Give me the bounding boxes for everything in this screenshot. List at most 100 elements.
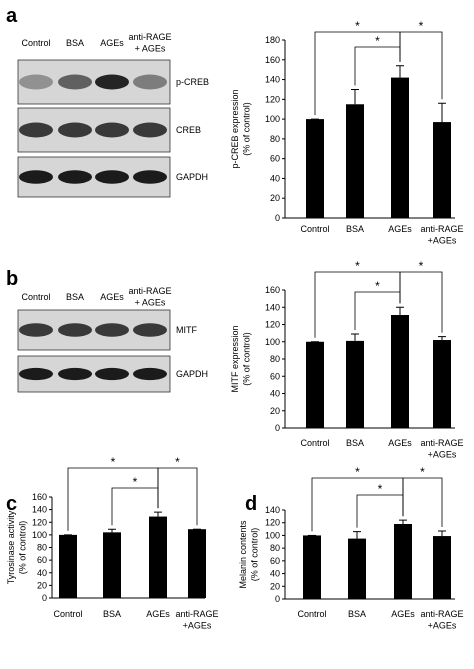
significance-bracket: [399, 31, 443, 100]
blot-image: [17, 59, 171, 105]
y-tick-label: 120: [265, 518, 280, 528]
y-axis-title-group: Tyrosinase activity(% of control): [6, 510, 27, 584]
bar: [394, 523, 412, 599]
error-bar: [396, 306, 404, 316]
blot-band: [58, 74, 92, 90]
x-tick-label: Control: [297, 609, 326, 619]
significance-label: *: [111, 455, 116, 469]
y-tick-label: 80: [270, 354, 280, 364]
y-tick-label: 60: [270, 154, 280, 164]
blot-band: [95, 122, 129, 138]
y-axis-title: Melanin contents(% of control): [238, 520, 259, 589]
x-tick-label: BSA: [348, 609, 366, 619]
lane-label: anti-RAGE + AGEs: [128, 32, 171, 53]
y-tick-label: 140: [265, 302, 280, 312]
significance-bracket: [314, 271, 401, 338]
y-tick-label: 160: [265, 55, 280, 65]
error-bar: [396, 65, 404, 78]
significance-bracket: [67, 467, 159, 531]
significance-bracket: [157, 467, 198, 526]
y-tick-label: 160: [32, 492, 47, 502]
y-tick-label: 0: [275, 423, 280, 433]
y-tick-label: 140: [265, 505, 280, 515]
y-tick-label: 40: [270, 389, 280, 399]
x-tick-label: anti-RAGE +AGEs: [420, 438, 463, 459]
bar: [433, 340, 451, 428]
significance-label: *: [133, 475, 138, 489]
y-tick-label: 80: [270, 134, 280, 144]
error-bar: [399, 519, 407, 524]
significance-label: *: [419, 259, 424, 273]
blot-band: [19, 367, 53, 381]
significance-bracket: [402, 477, 443, 527]
y-axis-title-group: MITF expression(% of control): [230, 325, 251, 392]
bar: [391, 315, 409, 428]
error-bar: [353, 531, 361, 539]
bar: [348, 538, 366, 599]
y-tick-label: 100: [265, 530, 280, 540]
blot-band: [19, 122, 53, 138]
y-tick-label: 120: [32, 517, 47, 527]
error-bar: [351, 88, 359, 105]
bar: [433, 536, 451, 599]
bar: [346, 104, 364, 218]
row-label: CREB: [176, 125, 201, 135]
y-tick-label: 20: [270, 581, 280, 591]
y-tick-label: 80: [270, 543, 280, 553]
x-tick-label: Control: [53, 609, 82, 619]
x-tick-label: AGEs: [146, 609, 170, 619]
blot-band: [58, 170, 92, 184]
bar: [149, 516, 167, 598]
significance-label: *: [375, 34, 380, 48]
panel-letter: d: [245, 493, 257, 515]
panel-letter: a: [6, 5, 18, 27]
y-tick-label: 40: [270, 173, 280, 183]
y-axis-title: p-CREB expression(% of control): [230, 89, 251, 168]
y-axis-title: MITF expression(% of control): [230, 325, 251, 392]
x-tick-label: BSA: [346, 224, 364, 234]
bar: [59, 534, 77, 598]
blot-band: [133, 323, 167, 337]
y-tick-label: 40: [37, 568, 47, 578]
panel-letter: c: [6, 493, 17, 515]
lane-label: AGEs: [100, 292, 124, 302]
y-tick-label: 60: [270, 556, 280, 566]
lane-label: BSA: [66, 38, 84, 48]
blot-band: [95, 170, 129, 184]
significance-label: *: [355, 19, 360, 33]
error-bar: [154, 511, 162, 517]
y-tick-label: 120: [265, 94, 280, 104]
significance-label: *: [420, 465, 425, 479]
lane-label: BSA: [66, 292, 84, 302]
x-tick-label: AGEs: [388, 438, 412, 448]
y-tick-label: 60: [270, 371, 280, 381]
blot-band: [58, 122, 92, 138]
x-tick-label: BSA: [103, 609, 121, 619]
blot-band: [95, 74, 129, 90]
x-tick-label: anti-RAGE +AGEs: [420, 224, 463, 245]
y-axis-title-group: p-CREB expression(% of control): [230, 89, 251, 168]
y-tick-label: 60: [37, 555, 47, 565]
blot-band: [19, 323, 53, 337]
blot-band: [58, 323, 92, 337]
error-bar: [108, 528, 116, 533]
y-tick-label: 180: [265, 35, 280, 45]
significance-label: *: [355, 465, 360, 479]
blot-band: [133, 170, 167, 184]
error-bar: [438, 530, 446, 537]
lane-label: Control: [21, 38, 50, 48]
y-tick-label: 20: [270, 193, 280, 203]
bar: [306, 341, 324, 428]
error-bar: [438, 336, 446, 341]
bar: [188, 529, 206, 598]
y-tick-label: 100: [265, 337, 280, 347]
bar: [306, 119, 324, 218]
lane-label: AGEs: [100, 38, 124, 48]
significance-label: *: [375, 279, 380, 293]
y-tick-label: 140: [32, 505, 47, 515]
significance-bracket: [356, 494, 404, 528]
y-tick-label: 20: [37, 580, 47, 590]
significance-bracket: [399, 271, 443, 333]
blot-band: [19, 170, 53, 184]
